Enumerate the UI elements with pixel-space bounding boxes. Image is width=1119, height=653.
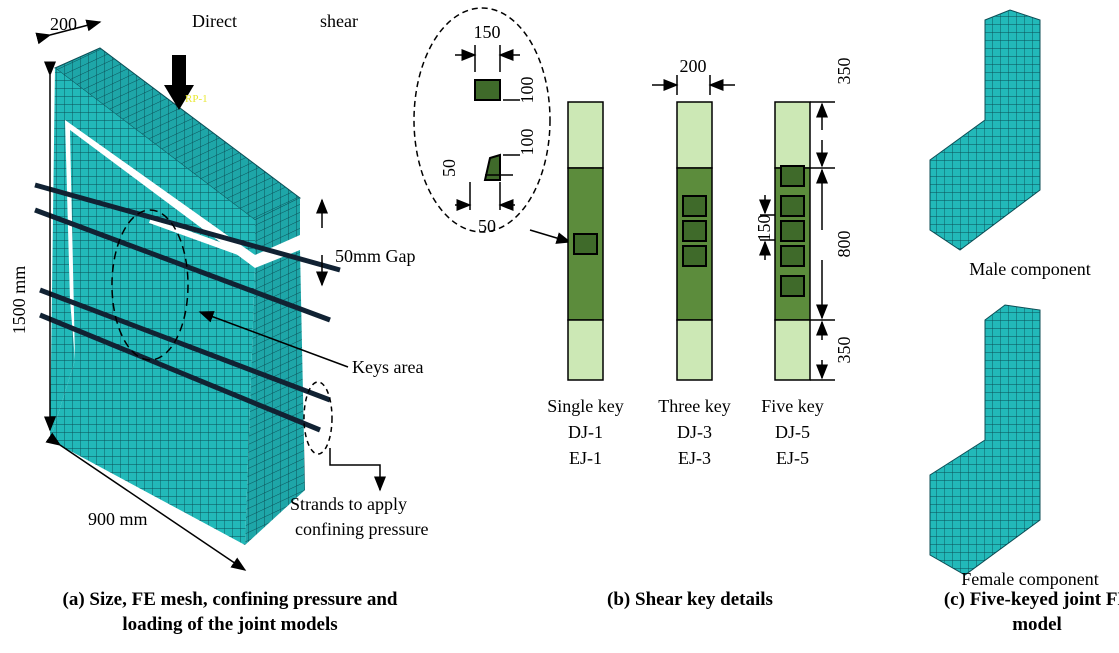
column-end: [677, 320, 712, 380]
caption: (c) Five-keyed joint FE: [944, 589, 1119, 610]
dim-label: 50: [478, 216, 496, 236]
column-end: [775, 102, 810, 168]
component-label: Male component: [969, 259, 1090, 279]
column-end: [677, 102, 712, 168]
shear-key: [781, 276, 804, 296]
load-label: Direct: [192, 11, 237, 31]
load-label: shear: [320, 11, 358, 31]
dim-label: 200: [680, 56, 707, 76]
specimen-id: EJ-5: [776, 448, 809, 468]
female-mesh: [930, 305, 1040, 575]
dim-label: 100: [517, 129, 537, 156]
key-detail: [475, 80, 500, 100]
panel-c: Male component Female component (c) Five…: [930, 10, 1119, 635]
dim-label: 1500 mm: [9, 266, 29, 335]
dim-label: 800: [834, 231, 854, 258]
dim-label: 50: [439, 159, 459, 177]
dim-label: 350: [834, 58, 854, 85]
gap-label: 50mm Gap: [335, 246, 416, 266]
caption: (b) Shear key details: [607, 589, 773, 610]
shear-key: [574, 234, 597, 254]
shear-key: [781, 196, 804, 216]
column-end: [568, 102, 603, 168]
specimen-id: DJ-3: [677, 422, 712, 442]
caption: (a) Size, FE mesh, confining pressure an…: [63, 589, 398, 610]
column-end: [568, 320, 603, 380]
dim-label: 100: [517, 77, 537, 104]
dim-label: 200: [50, 14, 77, 34]
shear-key: [781, 166, 804, 186]
component-label: Female component: [961, 569, 1098, 589]
specimen-id: DJ-5: [775, 422, 810, 442]
figure: 200 Direct shear RP-1 50mm Gap 1500 mm K…: [0, 0, 1119, 653]
dim-label: 150: [474, 22, 501, 42]
column-end: [775, 320, 810, 380]
caption: loading of the joint models: [122, 614, 337, 635]
panel-a: 200 Direct shear RP-1 50mm Gap 1500 mm K…: [9, 11, 428, 635]
keys-label: Keys area: [352, 357, 423, 377]
specimen-name: Single key: [547, 396, 624, 416]
specimen-name: Five key: [761, 396, 824, 416]
caption: model: [1012, 614, 1062, 635]
strands-label: Strands to apply: [290, 494, 407, 514]
shear-key: [683, 221, 706, 241]
specimen-id: EJ-3: [678, 448, 711, 468]
rp-label: RP-1: [185, 93, 208, 105]
trap-detail: [485, 155, 500, 180]
shear-key: [683, 196, 706, 216]
shear-key: [781, 246, 804, 266]
dim-label: 150: [754, 215, 774, 242]
column-middle: [677, 168, 712, 320]
dim-label: 350: [834, 337, 854, 364]
panel-b: 150 100 100 50 50 200 350 800 350 150 (b…: [414, 8, 854, 610]
specimen-name: Three key: [658, 396, 730, 416]
column-middle: [775, 168, 810, 320]
shear-key: [781, 221, 804, 241]
dim-label: 900 mm: [88, 509, 148, 529]
shear-key: [683, 246, 706, 266]
male-mesh: [930, 10, 1040, 250]
specimen-id: DJ-1: [568, 422, 603, 442]
strands-label: confining pressure: [295, 519, 428, 539]
specimen-id: EJ-1: [569, 448, 602, 468]
